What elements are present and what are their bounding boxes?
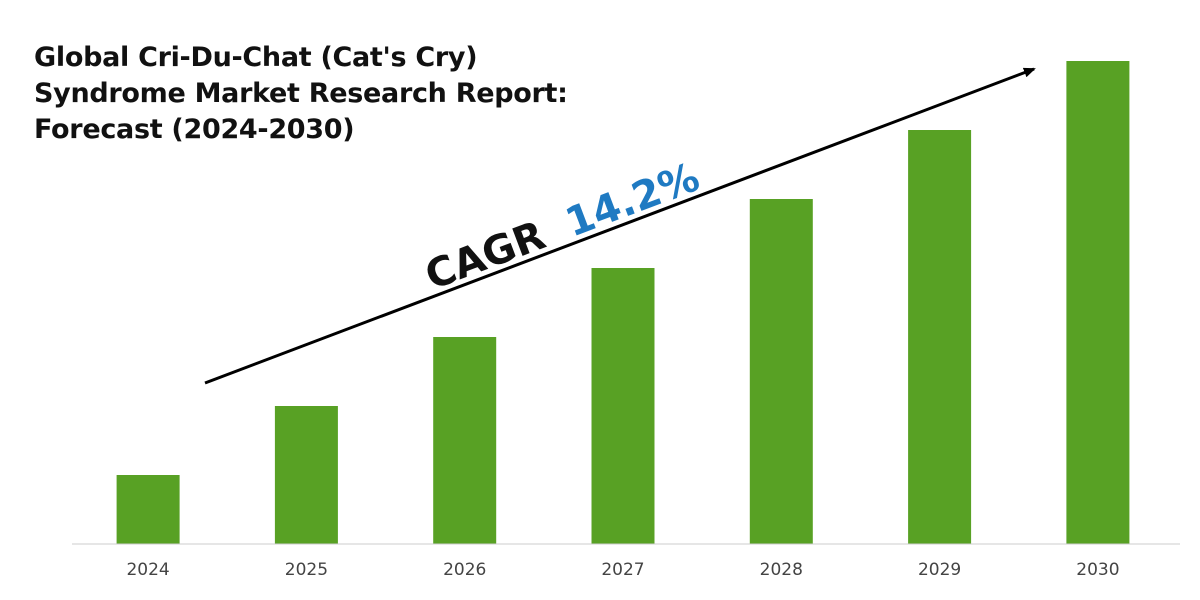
x-tick-label: 2029 xyxy=(918,560,961,580)
x-tick-label: 2026 xyxy=(443,560,486,580)
title-line-3: Forecast (2024-2030) xyxy=(34,114,355,145)
cagr-value: 14.2% xyxy=(559,154,705,246)
bar-2028 xyxy=(749,199,813,544)
x-tick-label: 2028 xyxy=(760,560,803,580)
cagr-annotation: CAGR 14.2% xyxy=(419,154,705,299)
x-tick-label: 2025 xyxy=(285,560,328,580)
bar-2026 xyxy=(433,337,497,544)
bar-2029 xyxy=(908,130,972,544)
x-tick-label: 2030 xyxy=(1076,560,1119,580)
growth-arrow xyxy=(204,67,1036,385)
chart-title: Global Cri-Du-Chat (Cat's Cry) Syndrome … xyxy=(34,40,568,148)
bar-2025 xyxy=(274,406,338,544)
title-line-1: Global Cri-Du-Chat (Cat's Cry) xyxy=(34,42,478,73)
x-axis-ticks: 2024 2025 2026 2027 2028 2029 2030 xyxy=(126,560,1119,580)
x-tick-label: 2027 xyxy=(601,560,644,580)
x-tick-label: 2024 xyxy=(126,560,169,580)
title-line-2: Syndrome Market Research Report: xyxy=(34,78,568,109)
cagr-label: CAGR xyxy=(419,213,551,300)
bar-2027 xyxy=(591,268,655,544)
bar-2024 xyxy=(116,475,180,544)
bar-2030 xyxy=(1066,61,1130,544)
bar-group xyxy=(116,61,1130,544)
